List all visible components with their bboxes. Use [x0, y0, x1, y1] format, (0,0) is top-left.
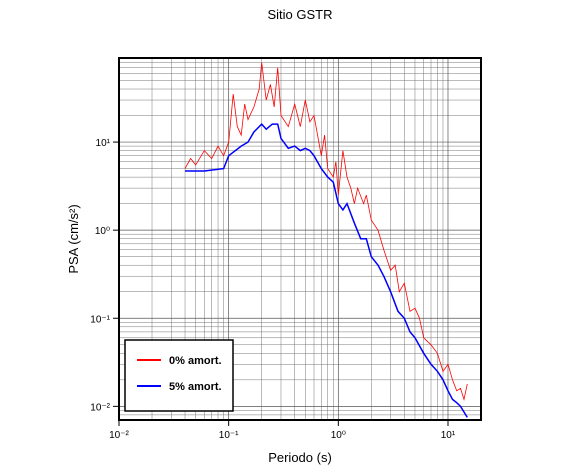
y-tick-label: 10⁻²	[90, 402, 110, 413]
data-line	[185, 123, 468, 418]
chart-title: Sitio GSTR	[267, 7, 332, 22]
legend-box	[124, 339, 234, 412]
y-tick-label: 10⁰	[95, 226, 110, 237]
y-axis-label: PSA (cm/s²)	[66, 204, 81, 273]
x-tick-label: 10⁻¹	[219, 430, 239, 441]
x-axis-label: Periodo (s)	[268, 450, 332, 465]
legend-label: 0% amort.	[169, 355, 222, 367]
data-line	[184, 62, 468, 401]
x-tick-label: 10⁻²	[109, 430, 129, 441]
x-tick-label: 10⁰	[331, 430, 346, 441]
plot-frame	[118, 57, 482, 421]
y-tick-label: 10⁻¹	[90, 314, 110, 325]
y-tick-label: 10¹	[96, 138, 111, 149]
legend-label: 5% amort.	[169, 381, 222, 393]
x-tick-label: 10¹	[441, 430, 456, 441]
